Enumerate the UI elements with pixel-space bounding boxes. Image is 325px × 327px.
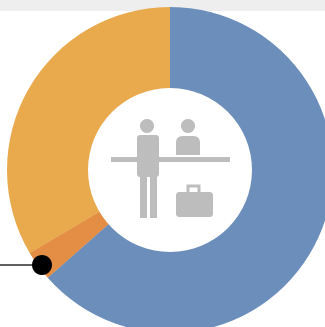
header-band — [0, 0, 325, 11]
traveller-body-icon — [137, 135, 159, 177]
traveller-leg-left-icon — [140, 176, 147, 218]
donut-hole — [88, 88, 252, 252]
counter-icon — [111, 157, 230, 162]
traveller-leg-right-icon — [150, 176, 157, 218]
traveller-head-icon — [140, 119, 154, 133]
check-in-desk-icon — [111, 119, 230, 218]
agent-body-icon — [176, 136, 200, 155]
callout-dot-icon — [32, 255, 52, 275]
agent-head-icon — [181, 119, 195, 133]
suitcase-icon — [176, 192, 213, 217]
callout — [0, 255, 52, 275]
